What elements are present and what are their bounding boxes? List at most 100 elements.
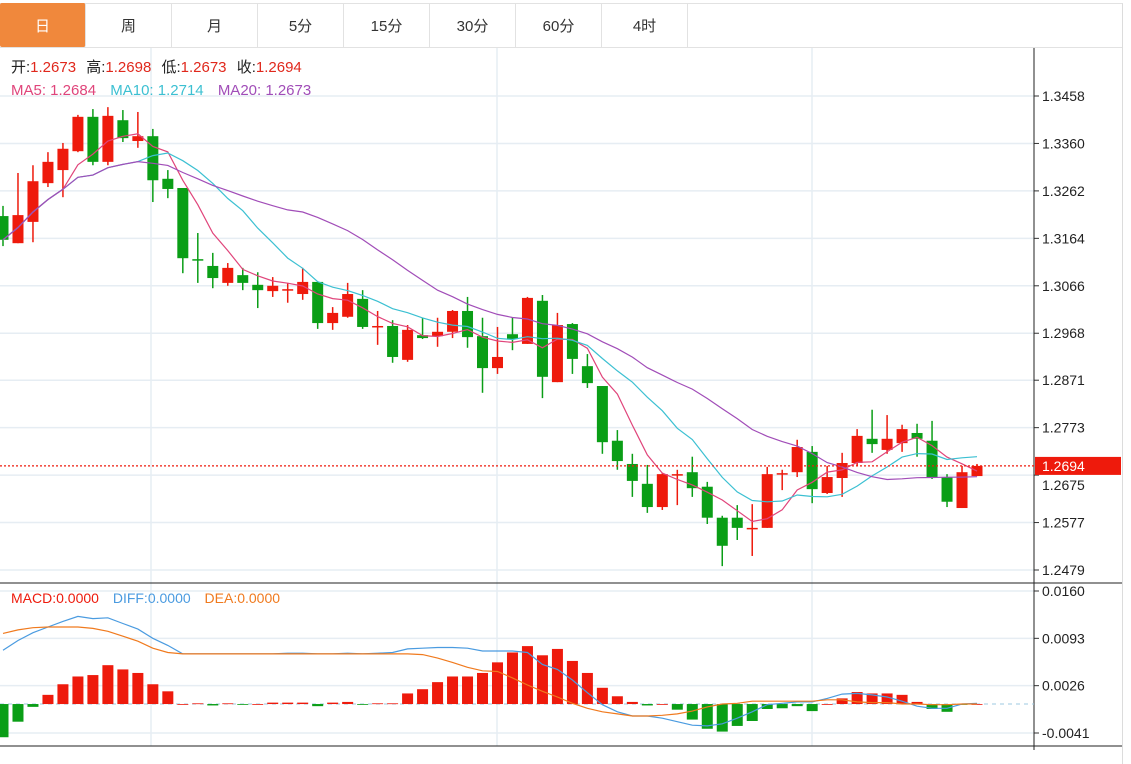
candle-body [237,275,249,283]
last-price-badge [1035,456,1121,475]
candle-body [72,116,84,152]
candle [72,114,84,153]
chart-frame [0,3,1123,764]
candle-body [0,216,9,240]
candle-body [282,289,294,291]
candle [402,325,414,362]
candle [506,317,518,351]
candle [746,504,758,556]
macd-bar [297,702,309,705]
candle [87,109,99,166]
high-label: 高: [86,59,106,76]
candle-body [417,335,429,339]
macd-bar [462,676,474,705]
period-tabs: 日 周 月 5分 15分 30分 60分 4时 [0,3,1122,48]
candle [611,430,623,470]
candle-body [462,310,474,338]
tab-4hour[interactable]: 4时 [602,3,688,47]
candle [551,312,563,383]
candle [237,267,249,291]
macd-bar [132,672,144,705]
macd-bar [207,704,219,706]
candle-body [162,178,174,189]
macd-bar [926,704,938,709]
macd-bar [611,696,623,705]
candle [297,267,309,300]
candle-body [402,329,414,360]
candle-body [551,325,563,383]
candle-body [866,438,878,445]
candle [491,326,503,374]
tab-week[interactable]: 周 [86,3,172,47]
candle [192,233,204,283]
candle [177,187,189,274]
candle [761,466,773,528]
candle-body [267,285,279,292]
candle-body [192,259,204,261]
candle-body [896,429,908,444]
macd-bar [447,676,459,705]
ohlc-legend: 开:1.2673 高:1.2698 低:1.2673 收:1.2694 [11,59,302,77]
low-label: 低: [161,59,181,76]
candle-body [791,447,803,473]
diff-legend-value: DIFF:0.0000 [112,590,191,606]
tab-day[interactable]: 日 [0,3,86,47]
macd-bar [761,704,773,709]
open-value: 1.2673 [30,59,77,76]
macd-bar [102,665,114,705]
ma20-line [2,160,978,481]
y-axis-tick-label: 1.2871 [1042,372,1085,388]
macd-bar [312,704,324,707]
macd-bar [836,698,848,705]
candle-body [596,386,608,443]
candle [27,165,39,243]
candle [926,420,938,479]
candle-body [357,298,369,327]
ma5-legend: MA5: 1.2684 [11,82,97,99]
tab-month[interactable]: 月 [172,3,258,47]
candle [132,111,144,148]
macd-bar [222,703,234,705]
y-axis-tick-label: 1.2773 [1042,420,1085,436]
candle [147,128,159,203]
macd-bar [521,646,533,705]
candle [0,205,9,247]
macd-bar [731,704,743,726]
candle-body [42,161,54,184]
macd-bar [821,704,833,705]
macd-bar [357,704,369,705]
candle [462,296,474,348]
candle-body [477,336,489,369]
candle [536,294,548,399]
candle-body [506,334,518,340]
candle-body [881,438,893,450]
macd-bar [372,703,384,705]
macd-bar [656,704,668,705]
tab-30min[interactable]: 30分 [430,3,516,47]
candle [641,464,653,513]
candle-body [911,432,923,439]
tab-5min[interactable]: 5分 [258,3,344,47]
candle-body [491,356,503,369]
y-axis-tick-label: 1.2675 [1042,477,1085,493]
close-label: 收: [236,59,256,76]
dea-line [2,626,977,717]
macd-bar [911,701,923,705]
candle [716,515,728,567]
candle-body [716,517,728,546]
candle [896,424,908,452]
macd-bar [402,693,414,705]
candle-body [27,181,39,222]
candle [162,170,174,199]
candle-body [776,473,788,475]
ma10-legend: MA10: 1.2714 [110,82,204,99]
macd-bar [491,662,503,705]
tab-60min[interactable]: 60分 [516,3,602,47]
y-axis-tick-label: 1.3360 [1042,135,1085,151]
tab-15min[interactable]: 15分 [344,3,430,47]
macd-bar [881,693,893,705]
macd-bar [536,655,548,705]
candle-body [87,116,99,162]
candle-body [102,115,114,162]
